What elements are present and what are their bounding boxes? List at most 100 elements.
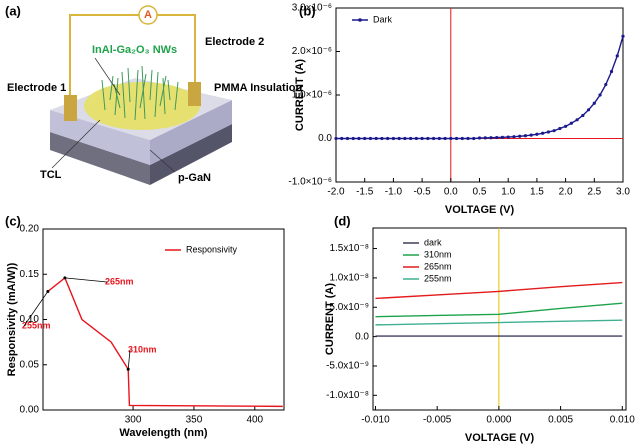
pointer (149, 149, 176, 173)
x-tick-label: 0.0 (444, 187, 458, 198)
x-tick-label: 0.010 (610, 415, 635, 426)
point (460, 136, 464, 141)
x-tick-label: 0.005 (548, 415, 573, 426)
point (615, 54, 619, 58)
series-line (47, 276, 283, 408)
point (569, 121, 573, 125)
panel-label: (b) (299, 3, 316, 18)
label: PMMA Insulation (214, 82, 302, 94)
x-tick-label: -2.0 (327, 187, 345, 198)
legend-label: 310nm (424, 249, 452, 259)
point (575, 118, 579, 122)
x-tick-label: -1.0 (385, 187, 403, 198)
panel-label: (c) (5, 213, 21, 228)
pointer (51, 119, 101, 169)
annotation: 310nm (128, 344, 157, 354)
point (477, 136, 482, 140)
y-tick-label: 1.5x10⁻⁸ (329, 243, 369, 254)
legend-marker (358, 18, 362, 22)
point (391, 136, 395, 141)
point (443, 136, 447, 141)
pointer (94, 57, 121, 96)
point (529, 133, 533, 137)
point (523, 134, 528, 138)
plot-frame (372, 227, 627, 411)
point (586, 108, 591, 112)
pmma-side (150, 100, 232, 165)
point (397, 136, 401, 141)
point (351, 136, 355, 141)
label: TCL (40, 169, 62, 181)
y-tick-label: 0.05 (20, 359, 40, 370)
y-axis-title: Responsivity (mA/W)) (6, 262, 18, 376)
annotation-arrow (64, 277, 108, 283)
series-line (375, 302, 623, 318)
plot-frame (335, 7, 624, 183)
point (357, 136, 361, 141)
point (426, 136, 430, 141)
y-tick-label: 0.0 (355, 331, 369, 342)
y-tick-label: 5.0x10⁻⁹ (329, 302, 369, 313)
x-tick-label: 400 (246, 415, 263, 426)
point (449, 136, 453, 141)
ammeter-label: A (144, 9, 152, 21)
series-line (375, 319, 623, 326)
point (340, 136, 344, 141)
y-tick-label: 0.20 (20, 224, 40, 235)
annotation-arrow (23, 291, 49, 327)
x-tick-label: -0.5 (413, 187, 431, 198)
annotation: 265nm (105, 276, 134, 286)
y-tick-label: 0.15 (20, 269, 40, 280)
point (518, 134, 522, 138)
series-line (375, 281, 623, 300)
annotation: 255nm (22, 320, 51, 330)
nanowires (101, 65, 179, 121)
point (558, 126, 562, 131)
y-tick-label: 1.0x10⁻⁸ (329, 273, 369, 284)
arrow-head (46, 289, 50, 293)
panel-label: (d) (334, 213, 351, 228)
legend-label: Responsivity (186, 244, 238, 254)
y-tick-label: 0.0 (318, 133, 332, 144)
x-tick-label: 2.5 (587, 187, 601, 198)
legend-label: 265nm (424, 261, 452, 271)
chart-panel: -0.010 -0.005 0.000 0.005 0.010 -1.0x10⁻⁸ -5.0… (324, 213, 635, 443)
point (604, 82, 608, 87)
point (380, 136, 384, 141)
y-tick-label: -1.0x10⁻⁸ (326, 390, 369, 401)
label: Electrode 2 (205, 36, 264, 48)
x-axis-title: VOLTAGE (V) (465, 432, 535, 444)
panel-label: (a) (5, 3, 21, 18)
chart-panel: 300 350 400 0.00 0.05 0.10 0.15 0.20(c) Waveleng… (5, 213, 285, 439)
point (500, 135, 505, 139)
y-axis-title: CURRENT (A) (294, 59, 306, 131)
point (334, 136, 338, 141)
point (621, 34, 625, 38)
point (489, 136, 493, 140)
point (609, 69, 614, 74)
label: p-GaN (178, 172, 211, 184)
point (552, 129, 556, 133)
x-tick-label: 0.000 (486, 415, 511, 426)
arrow-head (126, 367, 130, 371)
point (598, 93, 602, 97)
y-tick-label: -5.0x10⁻⁹ (326, 361, 369, 372)
x-tick-label: -1.5 (356, 187, 374, 198)
y-tick-label: 1.0×10⁻⁶ (292, 90, 332, 101)
plot-frame (42, 228, 285, 411)
annotation-arrow (127, 349, 131, 370)
wire (69, 14, 196, 95)
point (541, 131, 545, 135)
label: Electrode 1 (7, 82, 66, 94)
device-diagram: A (a) Electrode 1 Electrode 2 InAl-Ga₂O₃… (5, 3, 302, 185)
point (512, 135, 516, 139)
point (437, 136, 441, 141)
point (414, 136, 418, 141)
electrode-1 (64, 95, 77, 121)
tcl-disc (84, 82, 200, 130)
point (535, 132, 539, 136)
y-tick-label: 3.0×10⁻⁶ (292, 3, 332, 14)
point (345, 136, 350, 141)
legend-label: dark (424, 237, 442, 247)
